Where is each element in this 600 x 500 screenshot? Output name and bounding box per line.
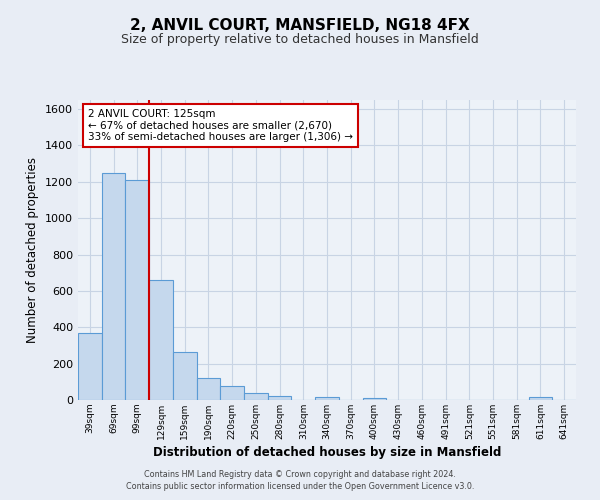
X-axis label: Distribution of detached houses by size in Mansfield: Distribution of detached houses by size … <box>153 446 501 459</box>
Bar <box>197 378 220 400</box>
Bar <box>102 172 125 400</box>
Text: 2, ANVIL COURT, MANSFIELD, NG18 4FX: 2, ANVIL COURT, MANSFIELD, NG18 4FX <box>130 18 470 32</box>
Text: Contains public sector information licensed under the Open Government Licence v3: Contains public sector information licen… <box>126 482 474 491</box>
Bar <box>244 393 268 400</box>
Bar <box>362 398 386 400</box>
Text: 2 ANVIL COURT: 125sqm
← 67% of detached houses are smaller (2,670)
33% of semi-d: 2 ANVIL COURT: 125sqm ← 67% of detached … <box>88 109 353 142</box>
Bar <box>268 396 292 400</box>
Bar <box>220 386 244 400</box>
Bar <box>149 280 173 400</box>
Text: Contains HM Land Registry data © Crown copyright and database right 2024.: Contains HM Land Registry data © Crown c… <box>144 470 456 479</box>
Bar <box>173 352 197 400</box>
Y-axis label: Number of detached properties: Number of detached properties <box>26 157 40 343</box>
Bar <box>125 180 149 400</box>
Bar <box>78 332 102 400</box>
Bar <box>315 397 339 400</box>
Bar <box>529 398 552 400</box>
Text: Size of property relative to detached houses in Mansfield: Size of property relative to detached ho… <box>121 32 479 46</box>
